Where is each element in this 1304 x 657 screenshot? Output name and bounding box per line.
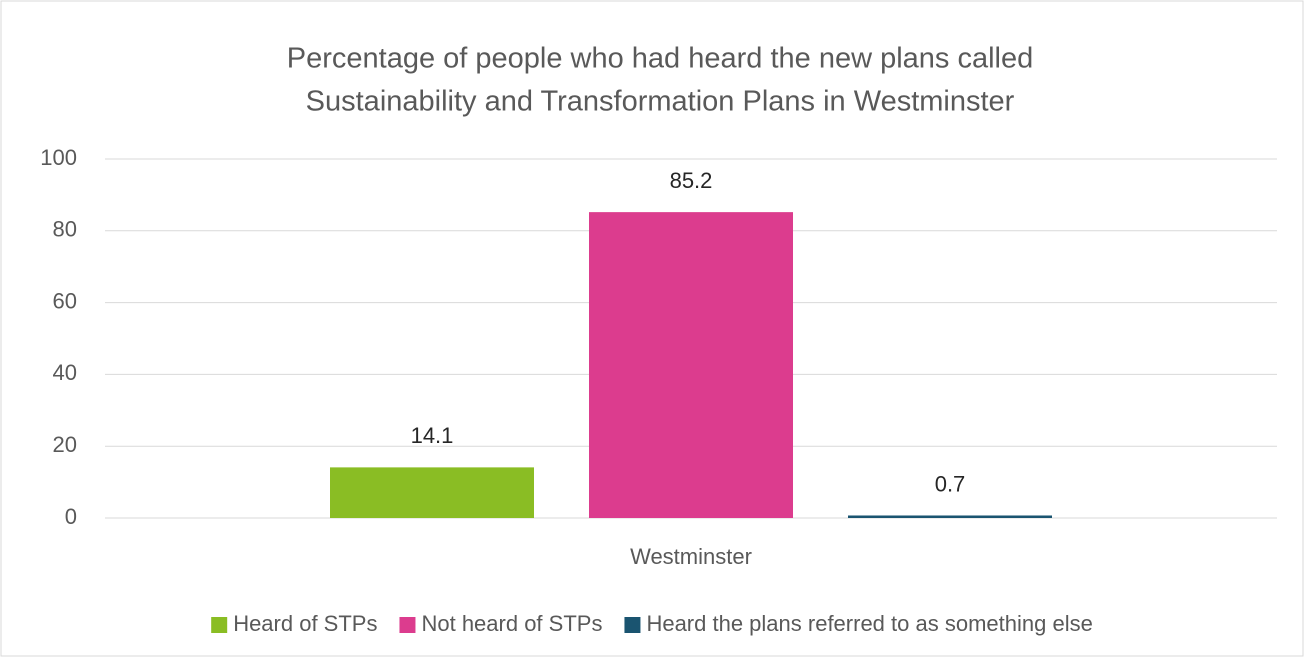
chart-title: Percentage of people who had heard the n…: [287, 43, 1033, 75]
y-tick-label: 20: [53, 432, 77, 457]
legend: Heard of STPs Not heard of STPs Heard the …: [211, 611, 1093, 636]
y-tick-label: 40: [53, 360, 77, 385]
x-tick-label: Westminster: [630, 544, 752, 569]
legend-swatch: [624, 617, 641, 633]
value-label: 85.2: [670, 168, 713, 193]
y-tick-label: 0: [65, 504, 77, 529]
bar: [848, 515, 1052, 518]
legend-label: Heard of STPs: [233, 611, 377, 636]
legend-label: Not heard of STPs: [421, 611, 602, 636]
value-label: 0.7: [935, 471, 966, 496]
bar: [330, 467, 534, 518]
bar: [589, 212, 793, 518]
value-label: 14.1: [411, 423, 454, 448]
legend-label: Heard the plans referred to as something…: [646, 611, 1092, 636]
y-tick-label: 60: [53, 288, 77, 313]
y-tick-label: 100: [40, 145, 77, 170]
legend-swatch: [399, 617, 416, 633]
y-tick-label: 80: [53, 217, 77, 242]
chart-title: Sustainability and Transformation Plans …: [306, 86, 1015, 118]
legend-swatch: [211, 617, 228, 633]
